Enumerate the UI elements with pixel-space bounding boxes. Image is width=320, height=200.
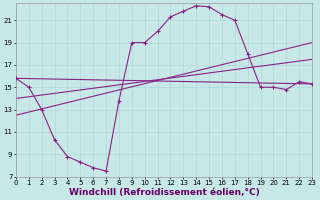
X-axis label: Windchill (Refroidissement éolien,°C): Windchill (Refroidissement éolien,°C) (69, 188, 260, 197)
